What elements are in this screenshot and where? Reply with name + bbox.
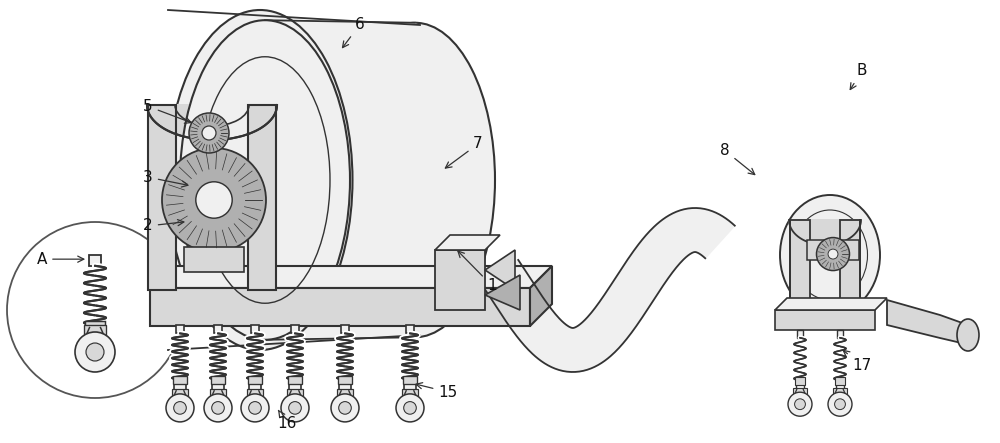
Polygon shape xyxy=(211,376,225,384)
Circle shape xyxy=(212,402,224,414)
Ellipse shape xyxy=(957,319,979,351)
Text: 17: 17 xyxy=(843,350,872,373)
Polygon shape xyxy=(403,376,417,384)
Circle shape xyxy=(281,394,309,422)
Text: B: B xyxy=(850,63,867,89)
Polygon shape xyxy=(248,376,262,384)
Polygon shape xyxy=(795,377,805,385)
Polygon shape xyxy=(796,381,804,395)
Text: 3: 3 xyxy=(143,170,188,187)
Polygon shape xyxy=(251,325,259,334)
Ellipse shape xyxy=(180,20,350,340)
Circle shape xyxy=(7,222,183,398)
Text: 5: 5 xyxy=(143,99,191,123)
Circle shape xyxy=(204,394,232,422)
Polygon shape xyxy=(404,380,416,395)
Ellipse shape xyxy=(335,23,495,337)
Polygon shape xyxy=(291,325,299,334)
Circle shape xyxy=(162,148,266,252)
Circle shape xyxy=(404,402,416,414)
Text: 2: 2 xyxy=(143,218,184,233)
Polygon shape xyxy=(797,330,803,338)
Polygon shape xyxy=(485,250,515,290)
Polygon shape xyxy=(530,266,552,326)
Polygon shape xyxy=(435,250,485,310)
Text: 8: 8 xyxy=(720,143,755,175)
Polygon shape xyxy=(337,389,353,401)
Polygon shape xyxy=(248,105,276,290)
Polygon shape xyxy=(288,376,302,384)
Circle shape xyxy=(174,402,186,414)
Text: 15: 15 xyxy=(416,383,458,400)
Polygon shape xyxy=(338,376,352,384)
Polygon shape xyxy=(172,389,188,401)
Ellipse shape xyxy=(168,10,352,350)
Polygon shape xyxy=(775,298,887,310)
Polygon shape xyxy=(184,247,244,272)
Polygon shape xyxy=(214,325,222,334)
Polygon shape xyxy=(406,325,414,334)
Circle shape xyxy=(166,394,194,422)
Polygon shape xyxy=(435,235,500,250)
Polygon shape xyxy=(289,380,301,395)
Text: 1: 1 xyxy=(458,251,497,293)
Polygon shape xyxy=(150,266,552,288)
Polygon shape xyxy=(147,105,277,140)
Polygon shape xyxy=(247,389,263,401)
Polygon shape xyxy=(837,330,843,338)
Polygon shape xyxy=(339,380,351,395)
Text: 16: 16 xyxy=(277,410,297,431)
Circle shape xyxy=(795,399,805,410)
Polygon shape xyxy=(249,380,261,395)
Text: A: A xyxy=(37,252,84,267)
Circle shape xyxy=(241,394,269,422)
Circle shape xyxy=(339,402,351,414)
Polygon shape xyxy=(775,310,875,330)
Circle shape xyxy=(816,237,850,271)
Polygon shape xyxy=(402,389,418,401)
Polygon shape xyxy=(840,220,860,310)
Polygon shape xyxy=(485,275,520,310)
Polygon shape xyxy=(836,381,844,395)
Ellipse shape xyxy=(780,195,880,315)
Polygon shape xyxy=(212,380,224,395)
Circle shape xyxy=(249,402,261,414)
Circle shape xyxy=(828,392,852,416)
Polygon shape xyxy=(793,388,807,398)
Text: 7: 7 xyxy=(445,136,483,168)
Polygon shape xyxy=(833,388,847,398)
Circle shape xyxy=(828,249,838,259)
Polygon shape xyxy=(148,105,176,290)
Polygon shape xyxy=(807,240,859,260)
Polygon shape xyxy=(85,321,105,329)
Polygon shape xyxy=(174,380,186,395)
Polygon shape xyxy=(789,220,861,245)
Circle shape xyxy=(75,332,115,372)
Polygon shape xyxy=(341,325,349,334)
Circle shape xyxy=(835,399,845,410)
Polygon shape xyxy=(150,288,530,326)
Circle shape xyxy=(189,113,229,153)
Circle shape xyxy=(196,182,232,218)
Circle shape xyxy=(788,392,812,416)
Polygon shape xyxy=(210,389,226,401)
Circle shape xyxy=(86,343,104,361)
Text: 6: 6 xyxy=(343,17,365,47)
Polygon shape xyxy=(835,377,845,385)
Polygon shape xyxy=(176,325,184,334)
Polygon shape xyxy=(482,208,735,372)
Circle shape xyxy=(331,394,359,422)
Polygon shape xyxy=(89,255,101,266)
Circle shape xyxy=(202,126,216,140)
Polygon shape xyxy=(84,325,106,342)
Polygon shape xyxy=(87,325,103,345)
Circle shape xyxy=(289,402,301,414)
Polygon shape xyxy=(887,300,970,345)
Polygon shape xyxy=(790,220,810,310)
Polygon shape xyxy=(287,389,303,401)
Polygon shape xyxy=(173,376,187,384)
Circle shape xyxy=(396,394,424,422)
